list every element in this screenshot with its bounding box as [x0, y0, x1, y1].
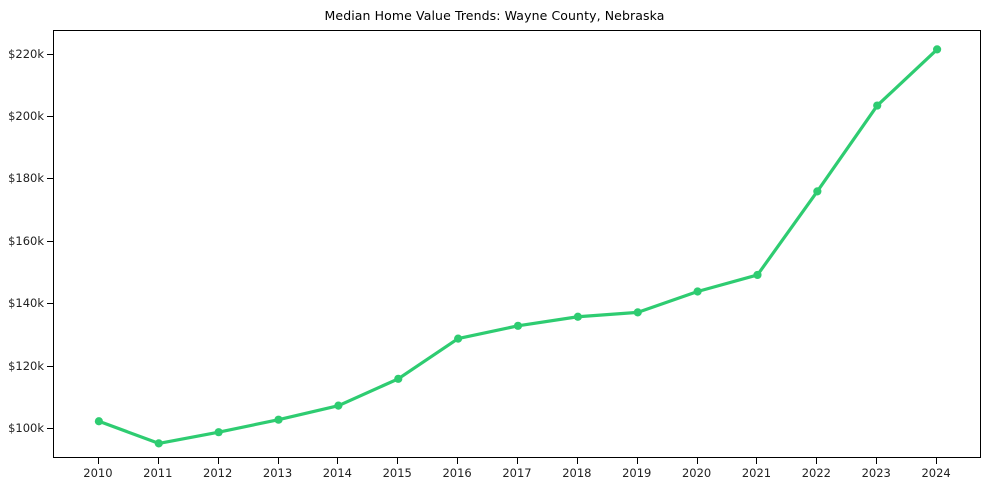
series-markers [94, 45, 942, 448]
x-axis-tick-label: 2019 [622, 466, 652, 480]
y-axis-tick-mark [47, 365, 53, 367]
x-axis-tick-mark [576, 458, 578, 464]
x-axis-tick-mark [277, 458, 279, 464]
y-axis-tick-label: $180k [8, 171, 44, 186]
data-point-marker [334, 401, 343, 410]
x-axis-tick-label: 2022 [801, 466, 831, 480]
y-axis-tick-mark [47, 178, 53, 180]
y-axis-tick-mark [47, 53, 53, 55]
x-axis-tick-mark [876, 458, 878, 464]
x-axis-tick-label: 2021 [741, 466, 772, 480]
plot-canvas [94, 45, 942, 448]
chart-title: Median Home Value Trends: Wayne County, … [324, 8, 665, 23]
x-axis-tick-label: 2017 [502, 466, 532, 480]
x-axis-tick-label: 2014 [322, 466, 353, 480]
y-axis-tick-mark [47, 240, 53, 242]
y-axis-tick-mark [47, 428, 53, 430]
x-axis-tick-label: 2023 [861, 466, 891, 480]
x-axis-tick-mark [816, 458, 818, 464]
y-axis-tick-label: $200k [8, 109, 44, 124]
x-axis-tick-label: 2012 [203, 466, 233, 480]
x-axis-tick-mark [517, 458, 518, 464]
x-axis-tick-mark [217, 458, 219, 464]
series-line-median-home-value [97, 47, 939, 445]
data-point-marker [813, 187, 822, 196]
x-axis-tick-mark [457, 458, 459, 464]
plot-area [53, 30, 981, 458]
x-axis-tick-mark [397, 458, 399, 464]
x-axis-tick-label: 2024 [921, 466, 951, 480]
x-axis-tick-mark [696, 458, 698, 464]
x-axis-tick-mark [97, 458, 99, 464]
x-axis-tick-label: 2013 [262, 466, 293, 480]
data-point-marker [154, 439, 163, 448]
data-point-marker [633, 308, 642, 317]
x-axis-tick-mark [157, 458, 159, 464]
y-axis-tick-label: $100k [8, 421, 44, 436]
y-axis-tick-labels: $100k $120k $140k $160k $180k $200k $220k [0, 0, 44, 490]
data-point-marker [513, 321, 523, 330]
x-axis-tick-mark [337, 458, 339, 464]
x-axis-tick-label: 2011 [143, 466, 173, 480]
data-point-marker [274, 415, 283, 424]
x-axis-tick-label: 2018 [562, 466, 592, 480]
data-point-marker [753, 270, 762, 280]
y-axis-tick-mark [47, 303, 53, 305]
x-axis-tick-mark [636, 458, 638, 464]
x-axis-tick-label: 2016 [442, 466, 472, 480]
data-point-marker [214, 428, 223, 437]
data-point-marker [873, 101, 882, 110]
data-point-marker [693, 287, 702, 296]
y-axis-tick-label: $220k [8, 46, 44, 61]
x-axis-tick-label: 2015 [382, 466, 412, 480]
y-axis-tick-label: $160k [8, 233, 44, 248]
y-axis-tick-label: $120k [8, 358, 44, 373]
data-point-marker [933, 45, 942, 54]
data-point-marker [573, 312, 582, 321]
x-axis-tick-mark [936, 458, 938, 464]
y-axis-tick-mark [47, 116, 53, 118]
x-axis-tick-mark [756, 458, 758, 464]
y-axis-tick-label: $140k [8, 296, 44, 311]
x-axis-tick-label: 2010 [83, 466, 113, 480]
data-point-marker [454, 334, 463, 343]
data-point-marker [394, 374, 403, 383]
data-point-marker [94, 417, 103, 426]
x-axis-tick-label: 2020 [681, 466, 712, 480]
